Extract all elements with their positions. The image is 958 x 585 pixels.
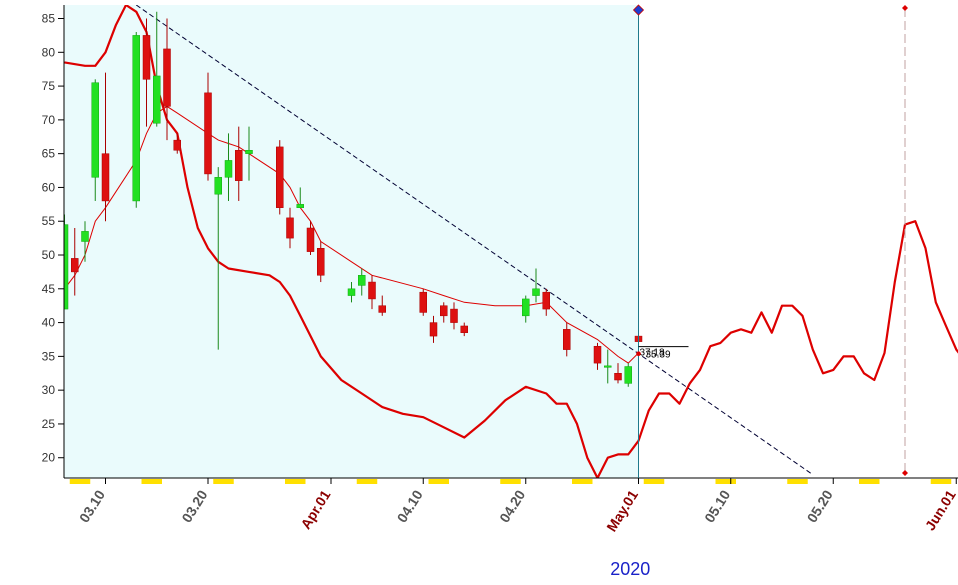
- candle-body: [461, 326, 468, 333]
- candle: [625, 363, 632, 387]
- candle-body: [225, 160, 232, 177]
- x-tick-label: 04.10: [394, 487, 426, 525]
- candle-body: [615, 373, 622, 380]
- candle-body: [543, 292, 550, 309]
- candle-body: [563, 329, 570, 349]
- y-tick-label: 20: [42, 451, 56, 465]
- weekend-mark: [357, 479, 378, 484]
- candle-body: [317, 248, 324, 275]
- candle-body: [604, 366, 611, 368]
- candle-body: [143, 35, 150, 79]
- candle-body: [379, 306, 386, 313]
- weekend-mark: [213, 479, 234, 484]
- weekend-mark: [859, 479, 880, 484]
- candle-body: [348, 289, 355, 296]
- x-tick-label: 03.10: [76, 487, 108, 525]
- candle-body: [440, 306, 447, 316]
- indicator-dot: [636, 351, 641, 356]
- y-tick-label: 50: [42, 248, 56, 262]
- weekend-mark: [70, 479, 91, 484]
- candle-body: [430, 323, 437, 337]
- x-tick-label: 05.10: [701, 487, 733, 525]
- weekend-mark: [572, 479, 593, 484]
- weekend-mark: [429, 479, 450, 484]
- candle-body: [174, 140, 181, 150]
- candle-body: [205, 93, 212, 174]
- candle: [133, 32, 140, 208]
- weekend-mark: [931, 479, 952, 484]
- y-tick-label: 80: [42, 45, 56, 59]
- indicator-label: 35.39: [646, 350, 671, 361]
- y-tick-label: 35: [42, 349, 56, 363]
- y-tick-label: 45: [42, 282, 56, 296]
- candle-body: [297, 204, 304, 207]
- weekend-mark: [716, 479, 737, 484]
- x-tick-label: Apr.01: [297, 487, 333, 532]
- candle-body: [215, 177, 222, 194]
- x-tick-label: May.01: [603, 487, 641, 534]
- y-tick-label: 30: [42, 383, 56, 397]
- candle-body: [625, 367, 632, 384]
- forecast-marker-top: [902, 5, 908, 11]
- candle-body: [133, 35, 140, 201]
- candle-body: [369, 282, 376, 299]
- candle-body: [533, 289, 540, 296]
- candle-body: [287, 218, 294, 238]
- weekend-mark: [285, 479, 306, 484]
- y-tick-label: 65: [42, 147, 56, 161]
- candle-body: [522, 299, 529, 316]
- weekend-mark: [787, 479, 808, 484]
- candle-body: [358, 275, 365, 285]
- candle-body: [92, 83, 99, 178]
- y-tick-label: 85: [42, 12, 56, 26]
- weekend-mark: [142, 479, 163, 484]
- candle-body: [164, 49, 171, 106]
- y-tick-label: 75: [42, 79, 56, 93]
- candle-body: [276, 147, 283, 208]
- x-tick-label: 03.20: [178, 487, 210, 525]
- x-tick-label: Jun.01: [922, 487, 958, 533]
- candle-body: [102, 154, 109, 201]
- candle-body: [82, 231, 89, 241]
- candle-body: [71, 258, 78, 272]
- y-tick-label: 60: [42, 180, 56, 194]
- y-tick-label: 25: [42, 417, 56, 431]
- candle-body: [451, 309, 458, 323]
- weekend-mark: [500, 479, 521, 484]
- x-tick-label: 05.20: [804, 487, 836, 525]
- y-tick-label: 40: [42, 316, 56, 330]
- candle-body: [246, 150, 253, 153]
- y-tick-label: 55: [42, 214, 56, 228]
- forecast-marker-bottom: [902, 470, 908, 476]
- candle-body: [153, 76, 160, 123]
- weekend-mark: [644, 479, 665, 484]
- candle-body: [420, 292, 427, 312]
- candle-body: [235, 150, 242, 180]
- year-label: 2020: [610, 559, 650, 579]
- x-tick-label: 04.20: [496, 487, 528, 525]
- candle-body: [307, 228, 314, 252]
- candle: [420, 289, 427, 316]
- candle: [276, 140, 283, 214]
- y-tick-label: 70: [42, 113, 56, 127]
- candle-body: [594, 346, 601, 363]
